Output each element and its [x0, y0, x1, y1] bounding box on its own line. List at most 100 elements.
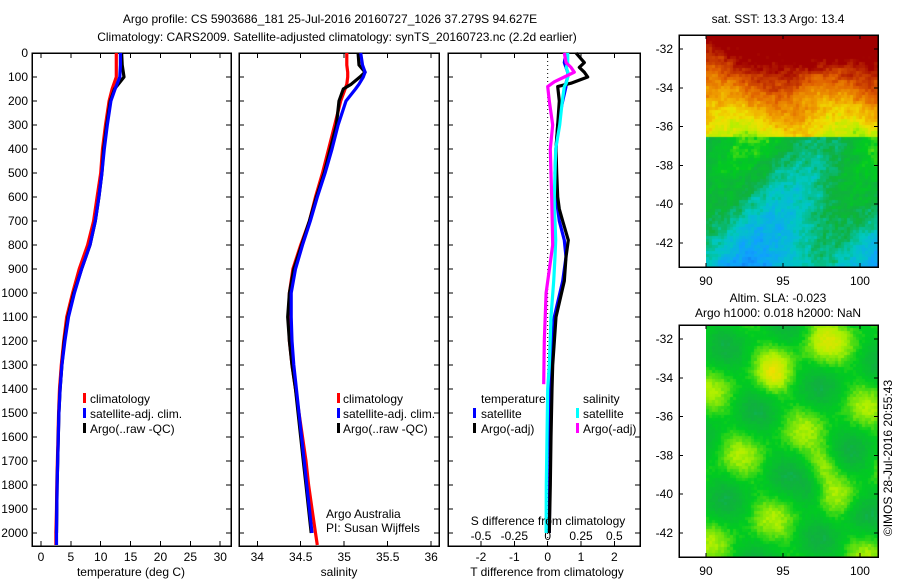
lat-tick-label: -34 [656, 371, 674, 385]
y-tick-label: 2000 [1, 526, 28, 540]
legend-swatch-argo [337, 423, 340, 433]
x-tick-label: 34.5 [289, 550, 313, 564]
lon-tick-label: 95 [776, 564, 790, 578]
map-frame [678, 34, 879, 268]
x-tick-label: 1 [578, 550, 585, 564]
y-tick-label: 1200 [1, 334, 28, 348]
lat-tick-label: -38 [656, 448, 674, 462]
y-tick-label: 400 [8, 142, 28, 156]
lon-tick-label: 90 [699, 564, 713, 578]
legend-swatch-s-satellite [576, 408, 579, 418]
lon-tick-label: 100 [850, 274, 870, 288]
y-tick-label: 700 [8, 214, 28, 228]
lat-tick-label: -36 [656, 120, 674, 134]
s-tick-label: -0.5 [471, 529, 492, 543]
y-tick-label: 100 [8, 70, 28, 84]
sla-map-panel: 90 95 100 -32 -34 -36 -38 -40 -42 [656, 324, 879, 578]
x-tick-label: 15 [124, 550, 138, 564]
x-tick-label: 20 [154, 550, 168, 564]
x-tick-label: -2 [476, 550, 487, 564]
s-tick-label: -0.25 [501, 529, 529, 543]
legend-label-s-argo: Argo(-adj) [583, 422, 636, 436]
legend-swatch-climatology [337, 393, 340, 403]
lat-tick-label: -42 [656, 526, 674, 540]
sla-map-title-2: Argo h1000: 0.018 h2000: NaN [695, 306, 861, 320]
plot-frame [447, 52, 641, 547]
plot-frame [31, 52, 232, 547]
s-difference-xlabel: S difference from climatology [471, 514, 626, 528]
y-tick-label: 1800 [1, 478, 28, 492]
legend-swatch-satellite [83, 408, 86, 418]
lon-tick-label: 100 [850, 564, 870, 578]
title-line-2: Climatology: CARS2009. Satellite-adjuste… [97, 30, 577, 44]
legend-label-satellite: satellite-adj. clim. [90, 407, 182, 421]
profile-line-temperature-argo-adj- [547, 51, 590, 534]
lat-tick-label: -34 [656, 81, 674, 95]
y-tick-label: 1400 [1, 382, 28, 396]
profile-line-satellite-adj-clim- [54, 53, 123, 545]
y-tick-label: 1700 [1, 454, 28, 468]
profile-line-argo-raw-qc- [286, 52, 367, 534]
x-tick-label: 35.5 [376, 550, 400, 564]
lat-tick-label: -40 [656, 197, 674, 211]
y-tick-label: 1500 [1, 406, 28, 420]
legend-swatch-argo [83, 423, 86, 433]
title-line-1: Argo profile: CS 5903686_181 25-Jul-2016… [123, 12, 537, 26]
salinity-legend: climatology satellite-adj. clim. Argo(..… [337, 392, 435, 436]
annotation-pi: PI: Susan Wijffels [326, 521, 420, 535]
salinity-panel: 34 34.5 35 35.5 36 [238, 52, 440, 564]
x-tick-label: 35 [338, 550, 352, 564]
s-tick-label: 0.25 [569, 529, 593, 543]
x-tick-label: 10 [94, 550, 108, 564]
annotation-argo-australia: Argo Australia [326, 507, 401, 521]
legend-label-climatology: climatology [343, 392, 403, 406]
legend-label-climatology: climatology [90, 392, 150, 406]
legend-swatch-t-satellite [473, 408, 476, 418]
y-tick-label: 1600 [1, 430, 28, 444]
x-tick-label: 25 [184, 550, 198, 564]
lon-tick-label: 90 [699, 274, 713, 288]
sla-map-title-1: Altim. SLA: -0.023 [730, 291, 827, 305]
legend-swatch-climatology [83, 393, 86, 403]
legend-label-argo: Argo(..raw -QC) [343, 422, 428, 436]
y-tick-label: 300 [8, 118, 28, 132]
x-tick-label: 30 [214, 550, 228, 564]
legend-label-t-satellite: satellite [481, 407, 522, 421]
lat-tick-label: -36 [656, 410, 674, 424]
sst-map-title: sat. SST: 13.3 Argo: 13.4 [712, 12, 845, 26]
temperature-panel: 0 5 10 15 20 25 300100200300400500600700800900… [1, 46, 232, 564]
legend-swatch-t-argo [473, 423, 476, 433]
y-tick-label: 0 [21, 46, 28, 60]
x-tick-label: 0 [544, 550, 551, 564]
lon-tick-label: 95 [776, 274, 790, 288]
legend-swatch-satellite [337, 408, 340, 418]
difference-legend: temperature salinity satellite Argo(-adj… [473, 392, 636, 436]
s-tick-label: 0.5 [606, 529, 623, 543]
y-tick-label: 500 [8, 166, 28, 180]
sst-heatmap [706, 35, 878, 267]
y-tick-label: 600 [8, 190, 28, 204]
lat-tick-label: -32 [656, 42, 674, 56]
profile-line-argo-raw-qc- [54, 52, 126, 534]
salinity-xlabel: salinity [321, 565, 358, 579]
lat-tick-label: -38 [656, 158, 674, 172]
legend-heading-salinity: salinity [583, 392, 620, 406]
legend-heading-temperature: temperature [481, 392, 546, 406]
x-tick-label: 0 [38, 550, 45, 564]
credit-text: ©IMOS 28-Jul-2016 20:55:43 [881, 380, 895, 537]
lat-tick-label: -40 [656, 487, 674, 501]
x-tick-label: 34 [251, 550, 265, 564]
legend-label-s-satellite: satellite [583, 407, 624, 421]
s-tick-label: 0 [544, 529, 551, 543]
legend-label-argo: Argo(..raw -QC) [90, 422, 175, 436]
x-tick-label: 5 [68, 550, 75, 564]
t-difference-xlabel: T difference from climatology [470, 565, 624, 579]
y-tick-label: 800 [8, 238, 28, 252]
profile-line-salinity-argo-adj- [542, 52, 576, 385]
legend-label-satellite: satellite-adj. clim. [343, 407, 435, 421]
x-tick-label: 2 [611, 550, 618, 564]
x-tick-label: -1 [509, 550, 520, 564]
y-tick-label: 200 [8, 94, 28, 108]
legend-label-t-argo: Argo(-adj) [481, 422, 534, 436]
